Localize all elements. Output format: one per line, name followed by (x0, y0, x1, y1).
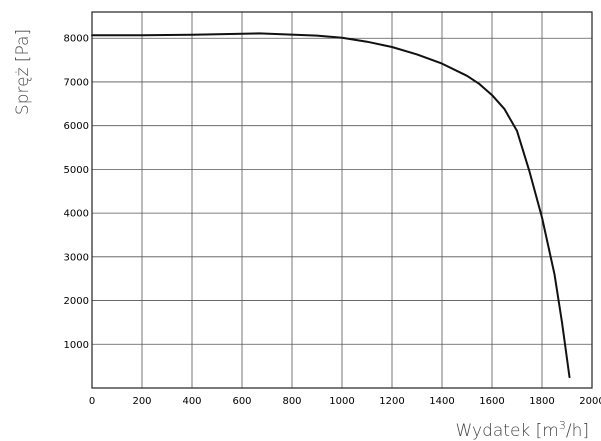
x-tick-label: 400 (182, 396, 201, 407)
tick-labels: 0 200 400 600 800 1000 1200 1400 1600 1800 2000 100… (64, 34, 601, 407)
x-axis-title-superscript: 3 (559, 419, 566, 432)
y-tick-label: 1000 (64, 340, 89, 351)
x-tick-label: 600 (232, 396, 251, 407)
x-axis-title: Wydatek [m3/h] (456, 419, 590, 441)
x-tick-label: 1600 (479, 396, 504, 407)
x-tick-label: 1400 (429, 396, 454, 407)
x-tick-label: 200 (132, 396, 151, 407)
y-tick-label: 8000 (64, 34, 89, 45)
x-axis-title-main: Wydatek [m (456, 421, 559, 441)
y-tick-label: 5000 (64, 165, 89, 176)
series-layer (91, 32, 571, 379)
x-tick-label: 1800 (529, 396, 554, 407)
y-tick-label: 2000 (64, 296, 89, 307)
y-tick-label: 6000 (64, 121, 89, 132)
x-tick-label: 1200 (379, 396, 404, 407)
plot-frame (91, 11, 593, 389)
x-tick-label: 0 (89, 396, 95, 407)
x-tick-label: 1000 (329, 396, 354, 407)
y-tick-label: 7000 (64, 77, 89, 88)
x-tick-label: 2000 (579, 396, 601, 407)
x-tick-label: 800 (282, 396, 301, 407)
x-axis-title-tail: /h] (566, 421, 589, 441)
y-tick-label: 4000 (64, 209, 89, 220)
series-line (91, 32, 571, 379)
y-tick-label: 3000 (64, 252, 89, 263)
grid-lines (92, 12, 592, 388)
y-axis-title: Spręż [Pa] (13, 29, 33, 115)
